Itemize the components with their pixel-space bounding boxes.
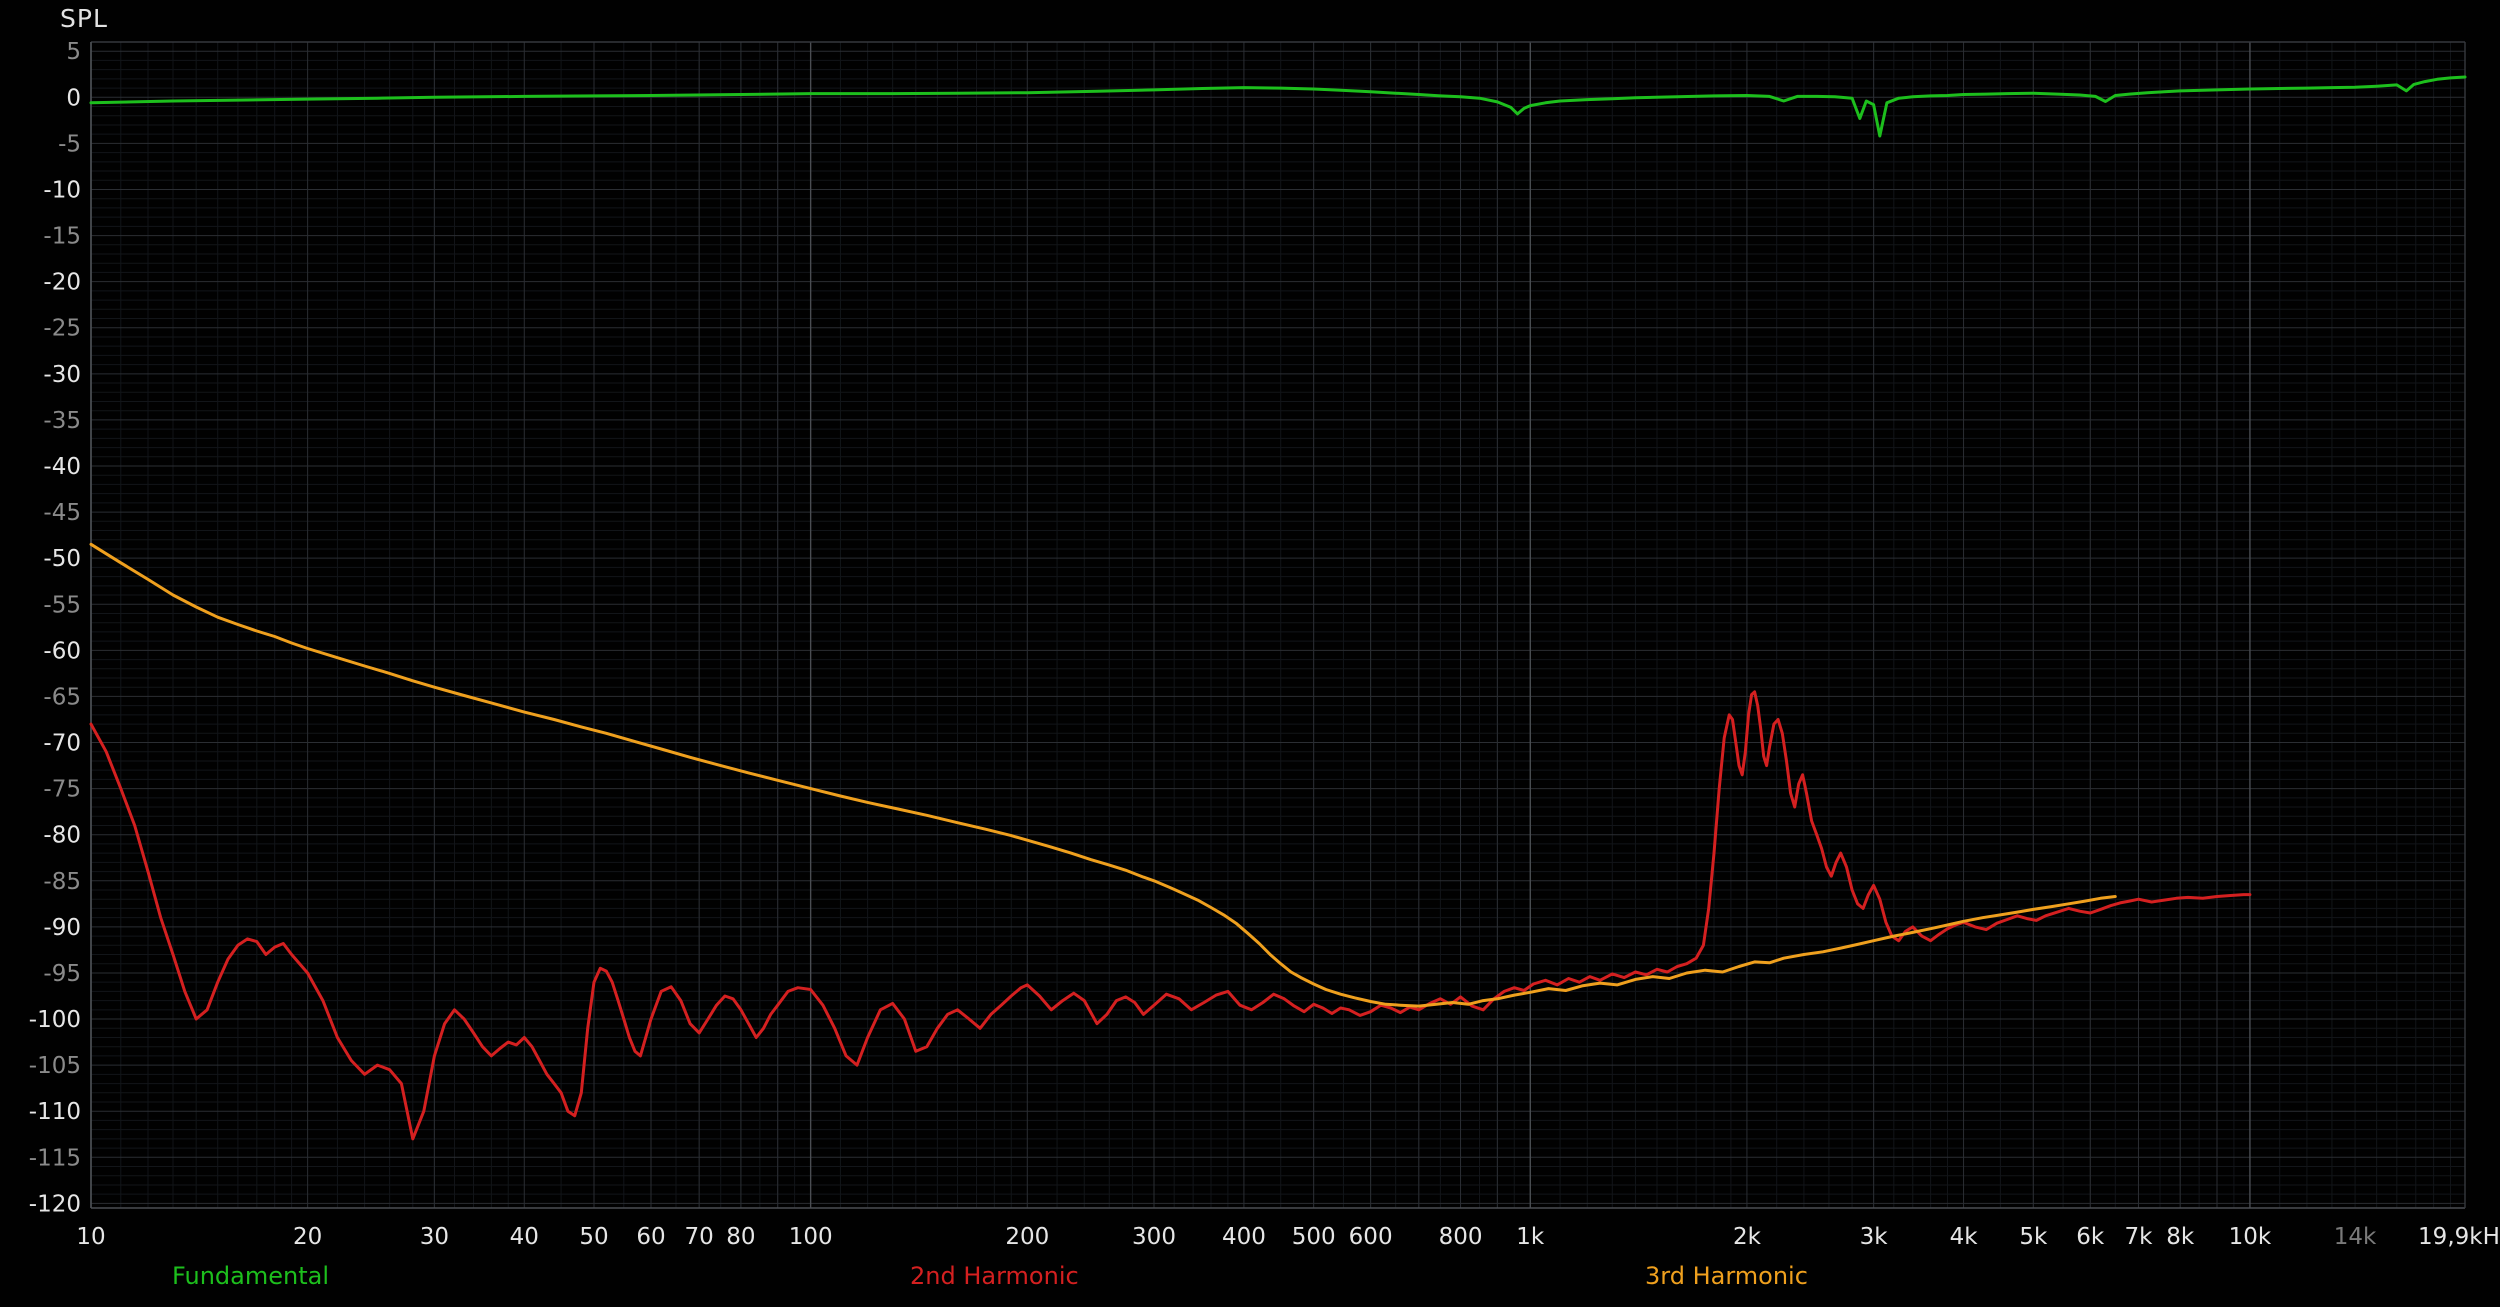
- y-tick-label: -65: [43, 684, 81, 710]
- x-tick-label: 60: [636, 1224, 665, 1250]
- y-axis-title: SPL: [60, 4, 108, 33]
- x-tick-label: 70: [685, 1224, 714, 1250]
- x-tick-label: 6k: [2076, 1224, 2105, 1250]
- series-2nd-harmonic: [89, 690, 2252, 1141]
- y-tick-label: -15: [43, 224, 81, 250]
- y-tick-label: -50: [43, 546, 81, 572]
- x-tick-label: 1k: [1516, 1224, 1545, 1250]
- x-tick-label: 30: [420, 1224, 449, 1250]
- x-tick-label: 8k: [2166, 1224, 2195, 1250]
- x-tick-label: 80: [726, 1224, 755, 1250]
- series-fundamental: [89, 75, 2467, 138]
- y-tick-label: -40: [43, 454, 81, 480]
- x-tick-label: 500: [1292, 1224, 1336, 1250]
- x-tick-label: 7k: [2124, 1224, 2153, 1250]
- x-tick-label: 200: [1005, 1224, 1049, 1250]
- x-tick-label: 400: [1222, 1224, 1266, 1250]
- legend-3rd-harmonic: 3rd Harmonic: [1645, 1262, 1808, 1290]
- y-tick-label: -5: [58, 131, 81, 157]
- y-tick-label: -95: [43, 961, 81, 987]
- x-axis-labels: 10 20 30 40 50 60 70 80 100 200 300 400 500 600 800 1k 2…: [76, 1224, 2500, 1250]
- x-tick-label: 5k: [2019, 1224, 2048, 1250]
- y-tick-label: -100: [29, 1007, 81, 1033]
- x-tick-label: 4k: [1950, 1224, 1979, 1250]
- y-tick-label: -70: [43, 731, 81, 757]
- legend-2nd-harmonic: 2nd Harmonic: [910, 1262, 1079, 1290]
- x-tick-label: 300: [1132, 1224, 1176, 1250]
- x-tick-label: 2k: [1733, 1224, 1762, 1250]
- y-axis-labels: 5 0 -5 -10 -15 -20 -25 -30 -35 -40 -45 -50 -55 -60 -65…: [29, 39, 81, 1217]
- y-tick-label: -115: [29, 1145, 81, 1171]
- y-tick-label: -105: [29, 1053, 81, 1079]
- grid-major: [91, 42, 2465, 1208]
- y-tick-label: 5: [66, 39, 81, 65]
- x-tick-label: 10: [76, 1224, 105, 1250]
- y-tick-label: -35: [43, 408, 81, 434]
- x-tick-label: 50: [579, 1224, 608, 1250]
- x-tick-label: 3k: [1860, 1224, 1889, 1250]
- y-tick-label: -10: [43, 177, 81, 203]
- y-tick-label: -110: [29, 1099, 81, 1125]
- x-tick-label: 14k: [2334, 1224, 2377, 1250]
- y-tick-label: -20: [43, 270, 81, 296]
- legend-fundamental: Fundamental: [172, 1262, 329, 1290]
- plot-border: [90, 41, 2466, 1209]
- x-tick-label: 100: [789, 1224, 833, 1250]
- x-tick-label: 600: [1349, 1224, 1393, 1250]
- x-tick-label: 40: [510, 1224, 539, 1250]
- y-tick-label: -60: [43, 638, 81, 664]
- y-tick-label: -55: [43, 592, 81, 618]
- x-tick-label: 800: [1439, 1224, 1483, 1250]
- y-tick-label: -120: [29, 1191, 81, 1217]
- x-tick-label: 20: [293, 1224, 322, 1250]
- y-tick-label: -80: [43, 823, 81, 849]
- y-tick-label: 0: [66, 85, 81, 111]
- y-tick-label: -30: [43, 362, 81, 388]
- legend: Fundamental 2nd Harmonic 3rd Harmonic: [0, 1262, 2500, 1296]
- y-tick-label: -85: [43, 869, 81, 895]
- x-tick-label: 10k: [2229, 1224, 2272, 1250]
- y-tick-label: -90: [43, 915, 81, 941]
- y-tick-label: -75: [43, 777, 81, 803]
- grid-minor: [91, 41, 2465, 1208]
- series-3rd-harmonic: [89, 542, 2117, 1008]
- y-tick-label: -45: [43, 500, 81, 526]
- y-tick-label: -25: [43, 316, 81, 342]
- x-tick-label: 19,9kHz: [2418, 1224, 2500, 1250]
